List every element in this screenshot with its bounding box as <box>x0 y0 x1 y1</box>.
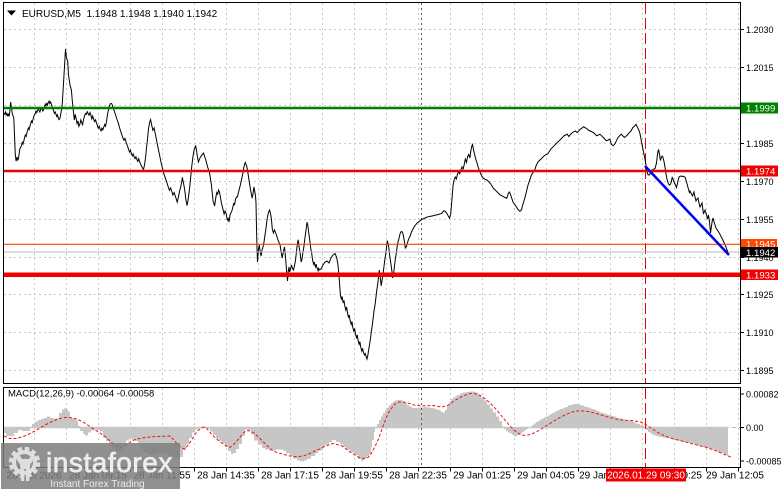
svg-text:instaforex: instaforex <box>46 447 173 478</box>
svg-text:1.1933: 1.1933 <box>746 271 775 282</box>
svg-text:28 Jan 19:55: 28 Jan 19:55 <box>325 471 383 482</box>
svg-text:1.1940: 1.1940 <box>746 253 774 263</box>
svg-text:MACD(12,26,9) -0.00064 -0.0005: MACD(12,26,9) -0.00064 -0.00058 <box>8 389 154 400</box>
svg-text:2026.01.29 09:30: 2026.01.29 09:30 <box>607 471 685 482</box>
svg-text:0.00: 0.00 <box>746 423 764 433</box>
svg-text:1.1942: 1.1942 <box>746 248 775 259</box>
svg-text:EURUSD,M5 1.1948 1.1948 1.194: EURUSD,M5 1.1948 1.1948 1.1940 1.1942 <box>22 9 218 20</box>
svg-text:1.1999: 1.1999 <box>746 104 775 115</box>
svg-text:28 Jan 22:35: 28 Jan 22:35 <box>389 471 447 482</box>
svg-text:1.1925: 1.1925 <box>746 290 774 300</box>
svg-text:1.1895: 1.1895 <box>746 366 774 376</box>
svg-text:1.1974: 1.1974 <box>746 167 776 178</box>
svg-text:29 Jan 12:05: 29 Jan 12:05 <box>706 471 764 482</box>
svg-text:Instant Forex Trading: Instant Forex Trading <box>50 479 145 489</box>
svg-text:0.00082: 0.00082 <box>746 390 779 400</box>
svg-text:1.2015: 1.2015 <box>746 63 774 73</box>
svg-text:1.1985: 1.1985 <box>746 139 774 149</box>
svg-text:-0.00085: -0.00085 <box>746 457 781 467</box>
svg-text:29 Jan 04:05: 29 Jan 04:05 <box>517 471 575 482</box>
svg-text:1.1945: 1.1945 <box>746 240 775 251</box>
svg-text:1.1970: 1.1970 <box>746 177 774 187</box>
svg-text:1.2030: 1.2030 <box>746 25 774 35</box>
svg-text:29 Jan 01:25: 29 Jan 01:25 <box>453 471 511 482</box>
svg-text:28 Jan 17:15: 28 Jan 17:15 <box>261 471 319 482</box>
svg-text:28 Jan 14:35: 28 Jan 14:35 <box>197 471 255 482</box>
svg-text:1.1910: 1.1910 <box>746 328 774 338</box>
svg-text:1.1955: 1.1955 <box>746 215 774 225</box>
